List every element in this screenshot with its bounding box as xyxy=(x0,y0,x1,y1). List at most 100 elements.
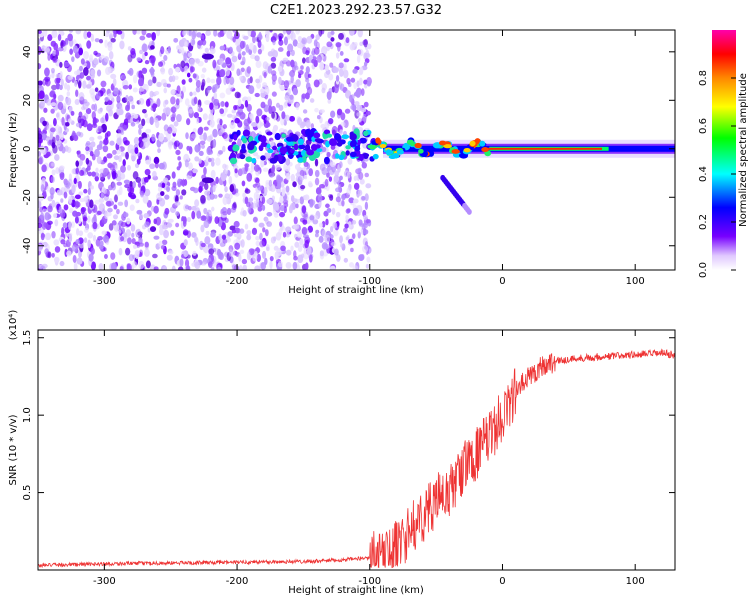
spectrogram-noise-cell xyxy=(53,256,60,263)
spectrogram-noise-cell xyxy=(321,87,326,94)
spectrogram-noise-cell xyxy=(285,232,291,238)
spectrogram-noise-cell xyxy=(212,128,218,138)
spectrogram-noise-cell xyxy=(181,189,187,196)
spectrogram-noise-cell xyxy=(285,249,292,256)
spectrogram-noise-cell xyxy=(83,51,89,60)
spectrogram-noise-cell xyxy=(279,195,284,204)
spectrogram-noise-cell xyxy=(38,46,42,55)
spectrogram-noise-cell xyxy=(46,220,53,225)
spectrogram-noise-cell xyxy=(133,113,139,119)
spectrogram-noise-cell xyxy=(177,156,181,161)
spectrogram-noise-cell xyxy=(79,169,85,177)
spectrogram-noise-cell xyxy=(110,37,116,43)
spectrogram-noise-cell xyxy=(308,254,313,263)
spectrogram-noise-cell xyxy=(164,194,170,200)
spectrogram-noise-cell xyxy=(116,95,121,102)
spectrogram-noise-cell xyxy=(161,182,166,189)
spectrogram-noise-cell xyxy=(224,167,229,175)
spectrogram-noise-cell xyxy=(44,232,52,241)
spectrogram-noise-cell xyxy=(292,261,298,270)
spectrogram-noise-cell xyxy=(159,197,166,207)
spectrogram-noise-cell xyxy=(163,54,168,62)
spectrogram-noise-cell xyxy=(261,196,266,204)
spectrogram-noise-cell xyxy=(132,74,138,84)
spectrogram-noise-cell xyxy=(71,56,75,63)
spectrogram-noise-cell xyxy=(146,33,152,38)
spectrogram-noise-cell xyxy=(128,254,135,262)
spectrogram-noise-cell xyxy=(129,180,133,187)
spectrogram-noise-cell xyxy=(310,123,315,130)
spectrogram-noise-cell xyxy=(326,151,331,158)
spectrogram-trace-cell xyxy=(379,143,387,149)
spectrogram-noise-cell xyxy=(171,265,176,270)
spectrogram-noise-cell xyxy=(328,117,334,125)
spectrogram-noise-cell xyxy=(262,250,267,259)
spectrogram-noise-cell xyxy=(284,95,290,101)
spectrogram-noise-cell xyxy=(168,250,174,255)
figure-title: C2E1.2023.292.23.57.G32 xyxy=(270,3,442,18)
spectrogram-noise-cell xyxy=(151,57,155,67)
spectrogram-noise-cell xyxy=(215,157,221,166)
spectrogram-noise-cell xyxy=(253,200,258,210)
spectrogram-noise-cell xyxy=(264,86,270,95)
spectrogram-noise-cell xyxy=(360,88,365,96)
spectrogram-noise-cell xyxy=(301,226,308,235)
spectrogram-noise-cell xyxy=(340,121,346,127)
spectrogram-noise-cell xyxy=(116,30,123,35)
spectrogram-noise-cell xyxy=(154,162,159,169)
spectrogram-noise-cell xyxy=(144,51,148,57)
spectrogram-noise-cell xyxy=(192,91,197,96)
spectrogram-noise-cell xyxy=(55,112,60,118)
spectrogram-noise-cell xyxy=(139,49,144,55)
snr-x-ticks: -300 -200 -100 0 100 xyxy=(93,330,645,587)
spectrogram-noise-cell xyxy=(99,140,103,146)
spectrogram-noise-cell xyxy=(138,77,144,87)
spectrogram-noise-cell xyxy=(349,94,353,103)
spectrogram-noise-cell xyxy=(198,150,204,156)
spectrogram-noise-cell xyxy=(219,92,226,99)
spectrogram-noise-cell xyxy=(344,223,349,229)
spectrogram-noise-cell xyxy=(174,201,181,206)
spectrogram-noise-cell xyxy=(86,123,93,132)
spectrogram-noise-cell xyxy=(198,185,203,193)
spectrogram-noise-cell xyxy=(133,244,138,249)
spectrogram-noise-cell xyxy=(341,199,345,207)
spectrogram-noise-cell xyxy=(314,169,320,178)
spectrogram-noise-cell xyxy=(195,117,200,124)
spectrogram-noise-cell xyxy=(243,35,249,40)
spectrogram-noise-cell xyxy=(244,188,251,194)
spectrogram-noise-cell xyxy=(327,99,332,104)
spectrogram-noise-cell xyxy=(63,243,68,248)
spectrogram-noise-cell xyxy=(327,31,332,39)
spectrogram-noise-cell xyxy=(94,175,99,182)
spectrogram-noise-cell xyxy=(86,40,92,49)
spectrogram-noise-cell xyxy=(246,201,251,208)
spectrogram-noise-cell xyxy=(138,87,145,92)
spectrogram-noise-cell xyxy=(136,209,143,215)
spectrogram-noise-cell xyxy=(101,230,107,236)
spectrogram-noise-cell xyxy=(255,60,262,69)
trace-core xyxy=(486,147,603,150)
spectrogram-noise-cell xyxy=(187,52,192,58)
spectrogram-trace-cell xyxy=(279,146,288,154)
spectrogram-noise-cell xyxy=(315,34,320,41)
spectrogram-noise-cell xyxy=(61,116,65,126)
spectrogram-noise-cell xyxy=(361,161,368,169)
spectrogram-noise-cell xyxy=(40,232,45,241)
spectrogram-noise-cell xyxy=(218,251,223,260)
spectrogram-trace-cell xyxy=(474,138,481,145)
spectrogram-noise-cell xyxy=(338,62,344,69)
spectrogram-noise-cell xyxy=(44,76,51,82)
spectrogram-noise-cell xyxy=(137,181,142,188)
spectrogram-noise-cell xyxy=(211,206,215,212)
spectrogram-noise-cell xyxy=(365,49,370,58)
snr-panel: -300 -200 -100 0 100 0.5 1.0 1.5 Height of str… xyxy=(8,310,676,596)
spectrogram-trace-cell xyxy=(242,129,251,137)
spectrogram-noise-cell xyxy=(250,54,256,60)
spectrogram-noise-cell xyxy=(304,194,310,201)
spectrogram-noise-cell xyxy=(205,30,211,37)
spectrogram-noise-cell xyxy=(186,216,192,223)
spectrogram-trace-cell xyxy=(386,149,394,155)
spectrogram-noise-cell xyxy=(293,255,298,261)
spectrogram-noise-cell xyxy=(73,261,78,270)
